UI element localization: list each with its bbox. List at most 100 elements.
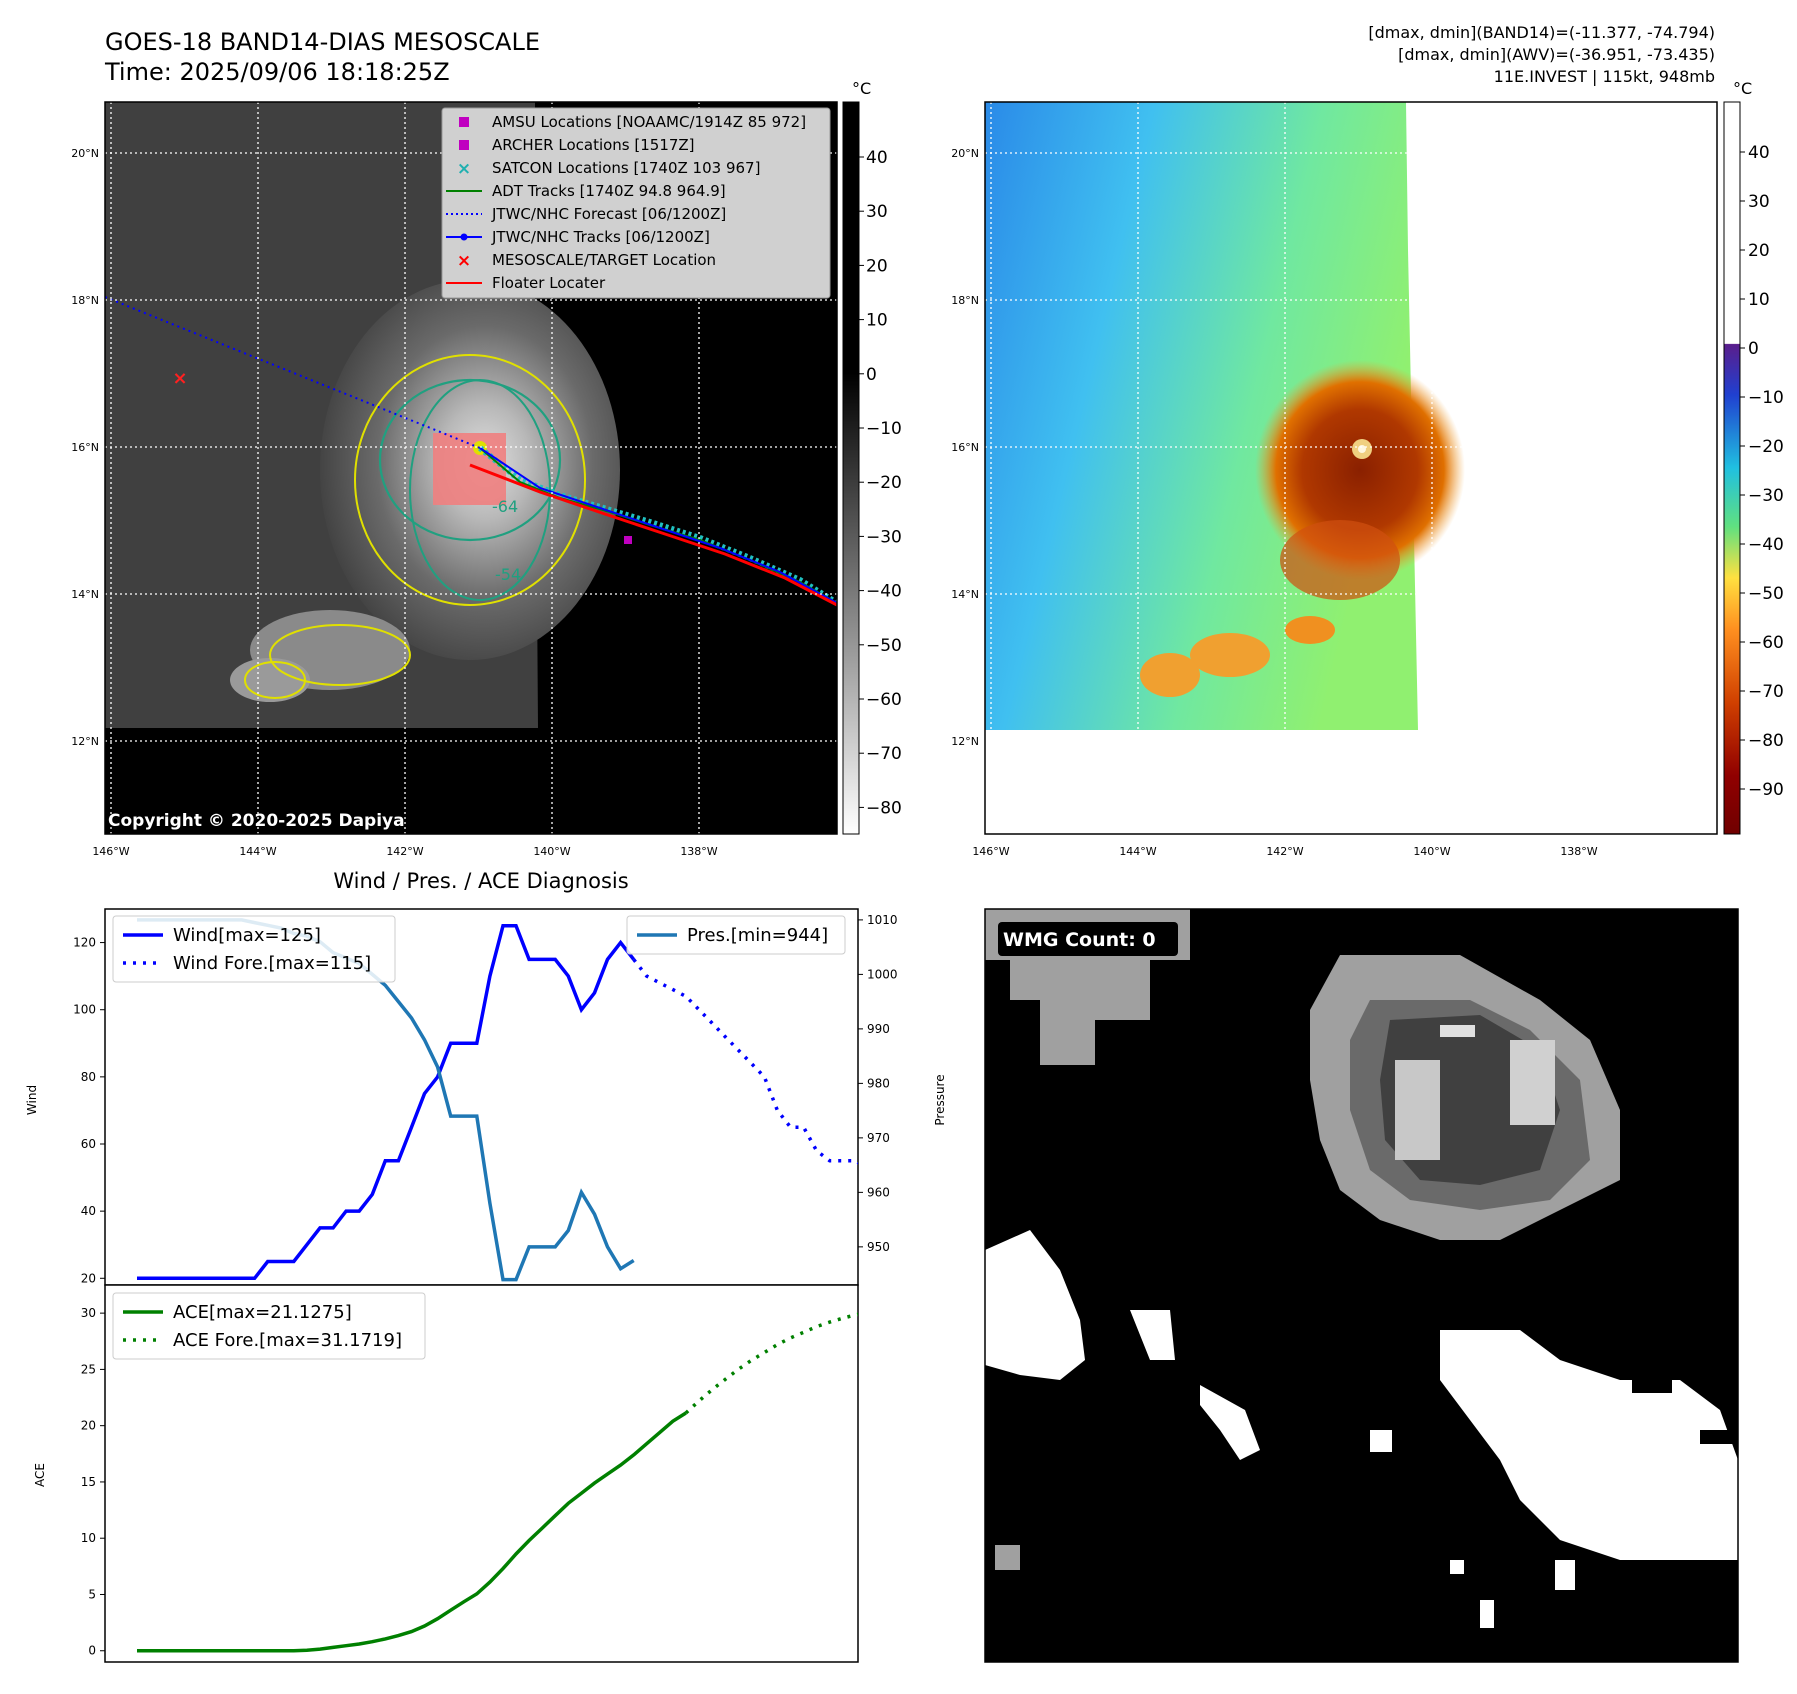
stats-storm: 11E.INVEST | 115kt, 948mb bbox=[1494, 67, 1715, 86]
legend-label: JTWC/NHC Tracks [06/1200Z] bbox=[491, 228, 710, 246]
right-colorbar-unit: °C bbox=[1733, 79, 1752, 98]
colorbar-tick-label: 0 bbox=[1748, 339, 1759, 359]
series-line bbox=[137, 1411, 687, 1653]
wmg-panel: WMG Count: 0 bbox=[985, 909, 1738, 1662]
lat-tick-label: 20°N bbox=[951, 147, 979, 160]
series-line bbox=[137, 924, 636, 1281]
colorbar-tick-label: 10 bbox=[866, 311, 888, 331]
wmg-panel-frame bbox=[984, 908, 1739, 1663]
map-legend: AMSU Locations [NOAAMC/1914Z 85 972] ARCH… bbox=[441, 107, 831, 299]
lat-tick-label: 18°N bbox=[951, 294, 979, 307]
wmg-count-badge bbox=[998, 922, 1178, 956]
legend-label: Pres.[min=944] bbox=[687, 925, 828, 946]
right-colorbar-ticks: 40 30 20 10 0 −10 −20 −30 −40 −50 −60 −70 −80 −90 bbox=[1740, 143, 1784, 800]
colorbar-tick-label: −60 bbox=[1748, 633, 1784, 653]
colorbar-tick-label: 20 bbox=[866, 256, 888, 276]
legend-marker: × bbox=[457, 251, 471, 271]
lon-tick-label: 140°W bbox=[1413, 845, 1450, 858]
ace-tick-label: 0 bbox=[88, 1644, 96, 1658]
diagnosis-title: Wind / Pres. / ACE Diagnosis bbox=[333, 869, 628, 893]
legend-label: ACE Fore.[max=31.1719] bbox=[173, 1330, 402, 1351]
wind-ylabel: Wind bbox=[25, 1085, 39, 1115]
legend-label: JTWC/NHC Forecast [06/1200Z] bbox=[491, 205, 726, 223]
left-colorbar bbox=[842, 101, 860, 835]
ace-yticks: 0 5 10 15 20 25 30 bbox=[81, 1306, 105, 1658]
amsu-marker bbox=[624, 536, 632, 544]
colorbar-tick-label: 30 bbox=[1748, 192, 1770, 212]
ace-legend: ACE[max=21.1275] ACE Fore.[max=31.1719] bbox=[112, 1292, 426, 1360]
wind-tick-label: 100 bbox=[73, 1003, 96, 1017]
ace-tick-label: 5 bbox=[88, 1587, 96, 1601]
pressure-tick-label: 980 bbox=[867, 1076, 890, 1090]
colorbar-tick-label: 40 bbox=[1748, 143, 1770, 163]
colorbar-tick-label: −20 bbox=[866, 473, 902, 493]
stats-awv: [dmax, dmin](AWV)=(-36.951, -73.435) bbox=[1398, 45, 1715, 64]
lat-tick-label: 20°N bbox=[71, 147, 99, 160]
wind-yticks: 20 40 60 80 100 120 bbox=[73, 936, 105, 1285]
jtwc-track bbox=[479, 447, 837, 604]
colorbar-tick-label: −20 bbox=[1748, 437, 1784, 457]
lat-tick-label: 14°N bbox=[71, 588, 99, 601]
lon-tick-label: 144°W bbox=[1119, 845, 1156, 858]
lat-tick-label: 12°N bbox=[71, 735, 99, 748]
lon-tick-label: 140°W bbox=[533, 845, 570, 858]
pressure-tick-label: 960 bbox=[867, 1185, 890, 1199]
lon-tick-label: 144°W bbox=[239, 845, 276, 858]
awv-map-frame bbox=[984, 101, 1718, 835]
ace-tick-label: 20 bbox=[81, 1419, 96, 1433]
mesoscale-target-marker: × bbox=[172, 368, 187, 389]
colorbar-tick-label: −30 bbox=[1748, 486, 1784, 506]
pressure-tick-label: 970 bbox=[867, 1131, 890, 1145]
lon-tick-label: 142°W bbox=[1266, 845, 1303, 858]
pressure-tick-label: 1000 bbox=[867, 967, 898, 981]
lon-tick-label: 138°W bbox=[1560, 845, 1597, 858]
colorbar-tick-label: −60 bbox=[866, 690, 902, 710]
lon-tick-label: 146°W bbox=[92, 845, 129, 858]
ace-tick-label: 30 bbox=[81, 1306, 96, 1320]
wind-tick-label: 120 bbox=[73, 936, 96, 950]
left-colorbar-unit: °C bbox=[852, 79, 871, 98]
lon-tick-label: 138°W bbox=[680, 845, 717, 858]
colorbar-tick-label: 20 bbox=[1748, 241, 1770, 261]
lat-tick-label: 16°N bbox=[71, 441, 99, 454]
legend-label: MESOSCALE/TARGET Location bbox=[492, 251, 716, 269]
forecast-track-line bbox=[105, 296, 481, 449]
colorbar-tick-label: 40 bbox=[866, 148, 888, 168]
pressure-legend: Pres.[min=944] bbox=[626, 915, 846, 955]
legend-label: ACE[max=21.1275] bbox=[173, 1302, 352, 1323]
colorbar-tick-label: −80 bbox=[1748, 731, 1784, 751]
legend-marker: × bbox=[457, 159, 471, 179]
pressure-ylabel: Pressure bbox=[933, 1074, 947, 1125]
colorbar-tick-label: −10 bbox=[1748, 388, 1784, 408]
left-lat-ticks: 20°N 18°N 16°N 14°N 12°N bbox=[71, 147, 99, 748]
right-lat-ticks: 20°N 18°N 16°N 14°N 12°N bbox=[951, 147, 979, 748]
left-colorbar-ticks: 40 30 20 10 0 −10 −20 −30 −40 −50 −60 −70 −80 bbox=[859, 148, 902, 818]
floater-locater bbox=[469, 463, 837, 607]
colorbar-tick-label: 10 bbox=[1748, 290, 1770, 310]
satcon-track bbox=[478, 445, 837, 606]
wind-tick-label: 80 bbox=[81, 1070, 96, 1084]
pressure-tick-label: 950 bbox=[867, 1240, 890, 1254]
left-lon-ticks: 146°W 144°W 142°W 140°W 138°W bbox=[92, 845, 717, 858]
wind-tick-label: 60 bbox=[81, 1137, 96, 1151]
colorbar-tick-label: −90 bbox=[1748, 780, 1784, 800]
pressure-tick-label: 990 bbox=[867, 1022, 890, 1036]
ace-tick-label: 25 bbox=[81, 1362, 96, 1376]
lat-tick-label: 12°N bbox=[951, 735, 979, 748]
contour-label-64: -64 bbox=[492, 497, 518, 516]
legend-label: Floater Locater bbox=[492, 274, 606, 292]
right-lon-ticks: 146°W 144°W 142°W 140°W 138°W bbox=[972, 845, 1597, 858]
lat-tick-label: 18°N bbox=[71, 294, 99, 307]
stats-band14: [dmax, dmin](BAND14)=(-11.377, -74.794) bbox=[1368, 23, 1715, 42]
colorbar-tick-label: −70 bbox=[1748, 682, 1784, 702]
lat-tick-label: 14°N bbox=[951, 588, 979, 601]
ace-tick-label: 10 bbox=[81, 1531, 96, 1545]
awv-map bbox=[985, 102, 1717, 834]
colorbar-tick-label: −10 bbox=[866, 419, 902, 439]
pressure-yticks: 950 960 970 980 990 1000 1010 bbox=[858, 913, 898, 1254]
series-line bbox=[632, 958, 858, 1165]
legend-label: SATCON Locations [1740Z 103 967] bbox=[492, 159, 760, 177]
legend-label: Wind Fore.[max=115] bbox=[173, 953, 371, 974]
colorbar-tick-label: −70 bbox=[866, 744, 902, 764]
colorbar-tick-label: −50 bbox=[866, 636, 902, 656]
